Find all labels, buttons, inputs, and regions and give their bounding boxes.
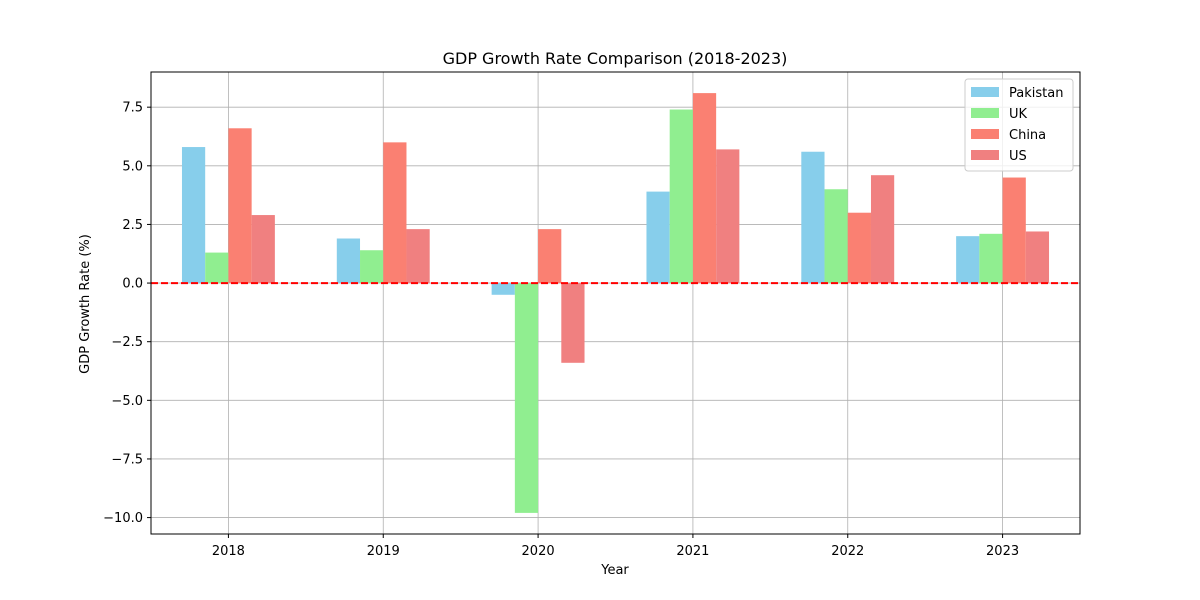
bar-us-2020 [561, 283, 585, 363]
bar-us-2022 [870, 175, 895, 284]
bar-us-2018 [251, 215, 275, 284]
bar-pakistan-2019 [336, 238, 361, 284]
chart-title: GDP Growth Rate Comparison (2018-2023) [443, 49, 788, 68]
x-tick-label: 2018 [212, 544, 245, 559]
y-tick-label: 2.5 [122, 218, 143, 233]
y-tick-label: −10.0 [103, 511, 143, 526]
axes [150, 71, 1081, 535]
x-tick-label: 2021 [676, 544, 709, 559]
legend-label-china: China [1009, 128, 1046, 143]
bar-us-2021 [716, 149, 740, 284]
bar-china-2018 [228, 128, 252, 284]
bar-china-2021 [692, 93, 717, 284]
y-tick-label: 7.5 [122, 101, 143, 116]
y-tick-label: −7.5 [111, 452, 143, 467]
bar-uk-2020 [514, 283, 539, 513]
y-tick-label: 0.0 [122, 277, 143, 292]
tick-labels: 2018 2019 2020 2021 2022 2023 −10.0 −7.5 −5.0 −2.… [103, 101, 1019, 559]
bar-china-2022 [847, 212, 871, 284]
legend-swatch-china [971, 129, 999, 139]
x-tick-label: 2019 [367, 544, 400, 559]
bar-uk-2023 [979, 233, 1003, 284]
bar-pakistan-2023 [956, 236, 980, 284]
bar-uk-2021 [669, 109, 693, 284]
legend-swatch-us [971, 150, 999, 160]
y-axis-title: GDP Growth Rate (%) [78, 234, 93, 374]
legend-swatch-uk [971, 108, 999, 118]
bar-china-2019 [383, 142, 407, 284]
bar-pakistan-2018 [181, 147, 206, 284]
bar-pakistan-2021 [646, 191, 670, 284]
x-tick-label: 2022 [831, 544, 864, 559]
bar-uk-2019 [360, 250, 384, 284]
x-tick-label: 2023 [986, 544, 1019, 559]
plot-frame [150, 71, 1081, 535]
x-tick-label: 2020 [522, 544, 555, 559]
y-tick-label: −2.5 [111, 335, 143, 350]
bar-pakistan-2020 [491, 283, 515, 295]
x-axis-title: Year [600, 563, 629, 578]
grid-lines [151, 72, 1080, 534]
bar-uk-2022 [824, 189, 848, 284]
bar-china-2020 [538, 229, 562, 284]
bar-pakistan-2022 [801, 151, 825, 284]
legend-label-us: US [1009, 149, 1027, 164]
bar-us-2019 [406, 229, 430, 284]
legend: Pakistan UK China US [964, 78, 1074, 172]
bar-us-2023 [1025, 231, 1050, 284]
y-tick-label: −5.0 [111, 394, 143, 409]
legend-swatch-pakistan [971, 87, 999, 97]
legend-box [964, 78, 1074, 172]
legend-label-pakistan: Pakistan [1009, 86, 1063, 101]
bars [181, 93, 1050, 513]
bar-uk-2018 [205, 252, 229, 284]
legend-label-uk: UK [1009, 107, 1028, 122]
bar-china-2023 [1002, 177, 1026, 284]
y-tick-label: 5.0 [122, 159, 143, 174]
